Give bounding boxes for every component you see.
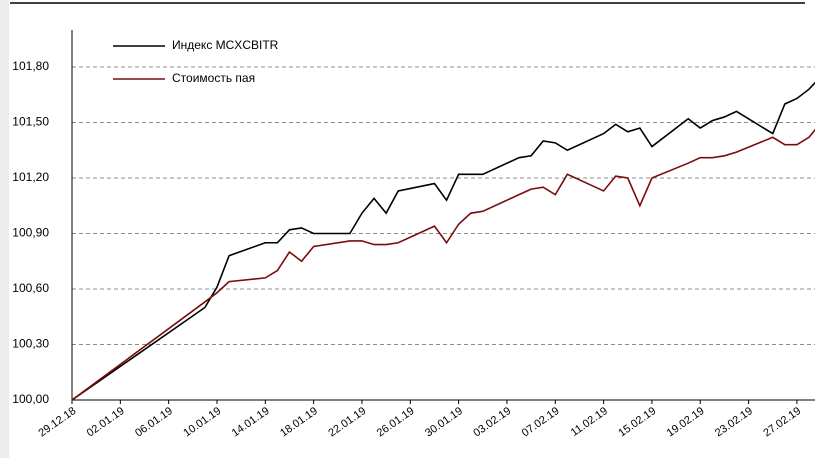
series-line — [71, 128, 815, 401]
legend-label: Индекс MCXCBITR — [172, 38, 279, 52]
x-tick-label: 29.12.18 — [36, 405, 78, 439]
x-tick-label: 27.02.19 — [761, 405, 803, 439]
y-tick-label: 101,20 — [12, 170, 49, 184]
y-tick-label: 100,30 — [12, 337, 49, 351]
legend-label: Стоимость пая — [172, 71, 255, 85]
x-tick-label: 26.01.19 — [375, 405, 417, 439]
plot — [71, 81, 815, 401]
x-tick-label: 19.02.19 — [665, 405, 707, 439]
x-tick-label: 11.02.19 — [569, 405, 610, 439]
x-tick-label: 15.02.19 — [616, 405, 658, 439]
series-line — [71, 81, 815, 401]
x-tick-label: 10.01.19 — [181, 405, 223, 439]
x-tick-label: 07.02.19 — [520, 405, 562, 439]
x-tick-label: 02.01.19 — [85, 405, 127, 439]
x-tick-label: 22.01.19 — [326, 405, 368, 439]
x-tick-label: 18.01.19 — [278, 405, 320, 439]
x-tick-label: 03.02.19 — [471, 405, 513, 439]
y-tick-label: 100,00 — [12, 392, 49, 406]
side-strip — [0, 0, 9, 458]
y-tick-label: 101,80 — [12, 59, 49, 73]
x-tick-label: 14.01.19 — [230, 405, 272, 439]
x-tick-label: 06.01.19 — [133, 405, 175, 439]
x-tick-label: 30.01.19 — [423, 405, 465, 439]
y-tick-label: 101,50 — [12, 115, 49, 129]
y-tick-label: 100,60 — [12, 281, 49, 295]
x-tick-label: 23.02.19 — [713, 405, 755, 439]
y-tick-label: 100,90 — [12, 226, 49, 240]
